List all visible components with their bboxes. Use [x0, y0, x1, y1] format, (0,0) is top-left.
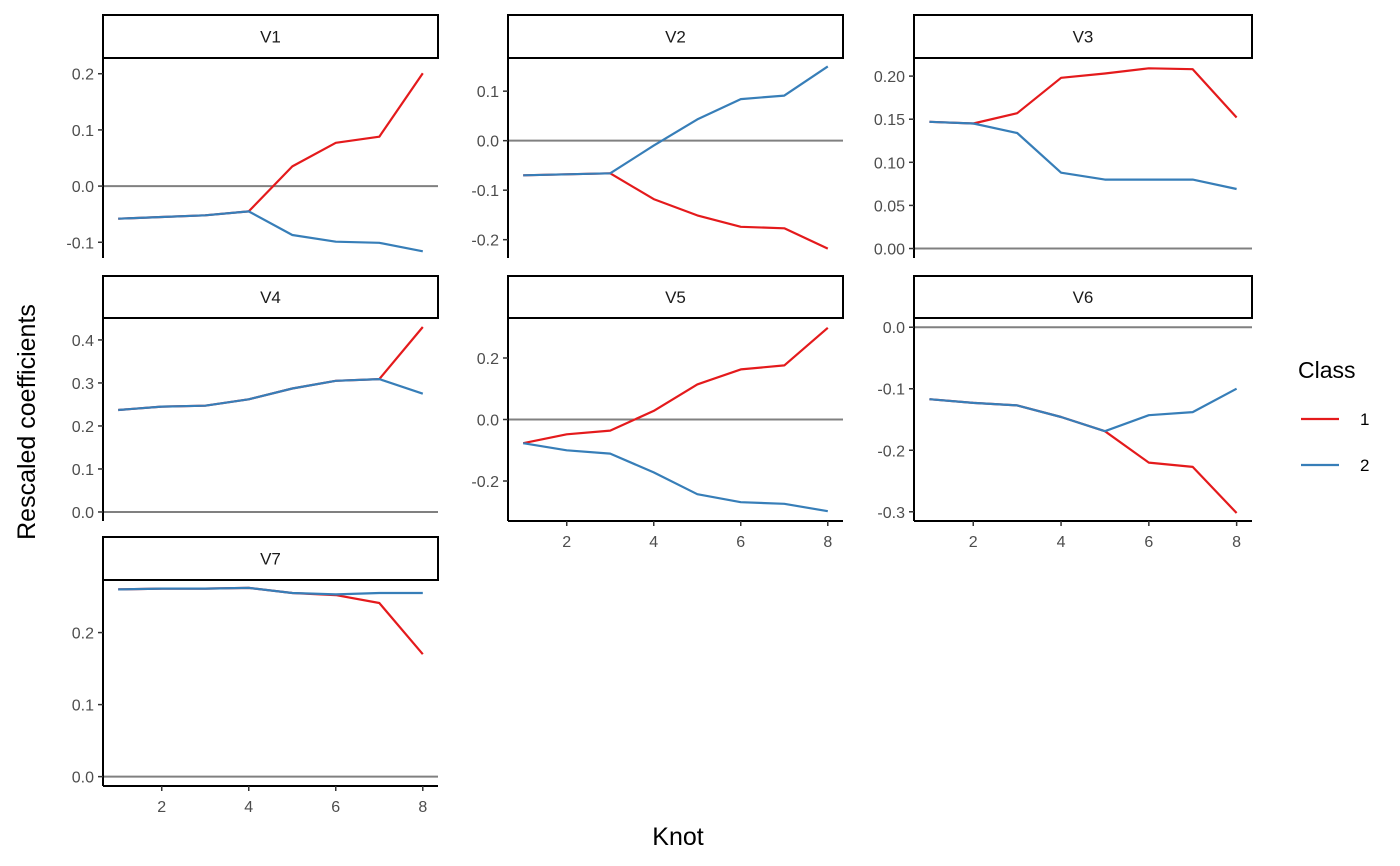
legend-title: Class: [1298, 357, 1356, 383]
x-tick-label-v7: 8: [418, 799, 427, 816]
series-line-class-2-v6: [929, 387, 1238, 433]
y-tick-label-v6: -0.3: [877, 505, 905, 522]
x-tick-label-v5: 8: [823, 534, 832, 551]
panel-v3: V3 0.00 0.05 0.10 0.15 0.20: [874, 14, 1253, 259]
panel-v6: V6 -0.3 -0.2 -0.1 0.0 2 4 6 8: [877, 275, 1253, 551]
y-tick-label-v5: 0.2: [477, 351, 499, 368]
strip-label-v5: V5: [665, 288, 686, 307]
strip-label-v7: V7: [260, 550, 281, 569]
y-tick-label-v3: 0.20: [874, 69, 905, 86]
strip-v2: [507, 14, 844, 59]
x-tick-label-v5: 2: [562, 534, 571, 551]
strip-label-v2: V2: [665, 28, 686, 47]
y-tick-label-v4: 0.3: [72, 376, 94, 393]
y-tick-label-v3: 0.15: [874, 112, 905, 129]
y-tick-label-v1: 0.2: [72, 67, 94, 84]
series-line-class-1-v7: [118, 586, 424, 655]
y-axis-title: Rescaled coefficients: [13, 304, 41, 540]
x-tick-label-v6: 2: [969, 534, 978, 551]
y-tick-label-v6: -0.2: [877, 443, 905, 460]
panel-v1: V1 -0.1 0.0 0.1 0.2: [66, 14, 439, 258]
strip-v7: [102, 536, 439, 581]
y-tick-label-v1: 0.0: [72, 179, 94, 196]
legend-item-class-2: 2: [1301, 456, 1369, 475]
strip-v3: [913, 14, 1253, 59]
y-tick-label-v2: 0.0: [477, 134, 499, 151]
series-line-class-2-v7: [118, 586, 423, 596]
panels-layer: V1 -0.1 0.0 0.1 0.2 V2 -0.2 -0.1 0.0 0.1 V3 0.00 0.0…: [66, 14, 1253, 816]
strip-label-v1: V1: [260, 28, 281, 47]
x-tick-label-v7: 6: [331, 799, 340, 816]
y-tick-label-v6: -0.1: [877, 382, 905, 399]
y-tick-label-v3: 0.00: [874, 242, 905, 259]
panel-v4: V4 0.0 0.1 0.2 0.3 0.4: [72, 275, 439, 522]
strip-v5: [507, 275, 844, 319]
series-line-class-2-v2: [523, 65, 829, 177]
legend-label-class-2: 2: [1360, 456, 1369, 475]
series-line-class-1-v2: [523, 172, 829, 250]
y-tick-label-v7: 0.2: [72, 626, 94, 643]
y-tick-label-v5: 0.0: [477, 413, 499, 430]
y-tick-label-v4: 0.0: [72, 505, 94, 522]
series-line-class-2-v4: [118, 378, 424, 412]
y-tick-label-v2: 0.1: [477, 84, 499, 101]
legend-label-class-1: 1: [1360, 410, 1369, 429]
strip-label-v6: V6: [1073, 288, 1094, 307]
panel-v7: V7 0.0 0.1 0.2 2 4 6 8: [72, 536, 439, 816]
strip-label-v4: V4: [260, 288, 281, 307]
panel-v5: V5 -0.2 0.0 0.2 2 4 6 8: [471, 275, 844, 551]
x-tick-label-v6: 4: [1057, 534, 1066, 551]
y-tick-label-v1: -0.1: [66, 235, 94, 252]
legend-item-class-1: 1: [1301, 410, 1369, 429]
y-tick-label-v7: 0.0: [72, 770, 94, 787]
x-axis-title: Knot: [652, 823, 703, 851]
y-tick-label-v3: 0.10: [874, 155, 905, 172]
y-tick-label-v1: 0.1: [72, 123, 94, 140]
series-line-class-2-v3: [929, 120, 1237, 191]
series-line-class-2-v1: [118, 210, 424, 253]
strip-label-v3: V3: [1073, 28, 1094, 47]
y-tick-label-v4: 0.2: [72, 419, 94, 436]
y-tick-label-v2: -0.1: [471, 183, 499, 200]
x-tick-label-v5: 4: [649, 534, 658, 551]
panel-v2: V2 -0.2 -0.1 0.0 0.1: [471, 14, 844, 258]
x-tick-label-v5: 6: [736, 534, 745, 551]
y-tick-label-v5: -0.2: [471, 474, 499, 491]
series-line-class-1-v1: [118, 72, 424, 220]
y-tick-label-v3: 0.05: [874, 198, 905, 215]
y-tick-label-v2: -0.2: [471, 233, 499, 250]
series-line-class-1-v6: [929, 398, 1238, 514]
legend: Class 1 2: [1298, 357, 1369, 475]
series-line-class-2-v5: [523, 442, 828, 513]
x-tick-label-v7: 4: [244, 799, 253, 816]
y-tick-label-v6: 0.0: [883, 320, 905, 337]
series-line-class-1-v4: [118, 326, 424, 412]
y-tick-label-v4: 0.4: [72, 333, 94, 350]
strip-v1: [102, 14, 439, 59]
x-tick-label-v6: 6: [1144, 534, 1153, 551]
strip-v6: [913, 275, 1253, 319]
y-tick-label-v7: 0.1: [72, 698, 94, 715]
series-line-class-1-v3: [929, 67, 1238, 125]
x-tick-label-v7: 2: [157, 799, 166, 816]
x-tick-label-v6: 8: [1232, 534, 1241, 551]
strip-v4: [102, 275, 439, 319]
series-line-class-1-v5: [522, 326, 829, 445]
y-tick-label-v4: 0.1: [72, 462, 94, 479]
